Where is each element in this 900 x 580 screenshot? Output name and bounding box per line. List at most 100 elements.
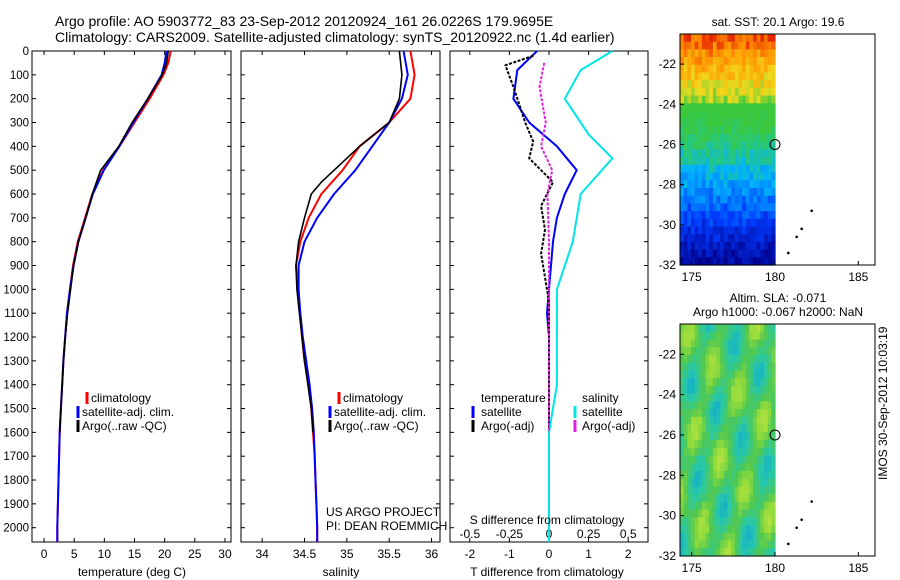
heatmap-cell (698, 172, 703, 181)
heatmap-cell (734, 401, 740, 410)
heatmap-cell (742, 180, 747, 189)
heatmap-cell (691, 87, 696, 97)
heatmap-cell (734, 532, 740, 542)
heatmap-cell (731, 494, 736, 503)
heatmap-cell (760, 525, 765, 534)
heatmap-cell (698, 141, 703, 151)
heatmap-cell (705, 188, 710, 197)
heatmap-cell (764, 234, 769, 243)
heatmap-cell (734, 517, 740, 526)
heatmap-cell (756, 64, 761, 74)
heatmap-cell (738, 378, 743, 387)
heatmap-cell (694, 370, 699, 379)
depth-tick-label: 1400 (3, 380, 29, 392)
heatmap-cell (771, 494, 776, 503)
heatmap-cell (753, 95, 758, 104)
heatmap-cell (698, 525, 703, 534)
heatmap-cell (753, 126, 758, 135)
heatmap-cell (738, 249, 743, 258)
heatmap-cell (760, 409, 765, 418)
heatmap-cell (683, 80, 688, 89)
heatmap-cell (683, 149, 688, 158)
heatmap-cell (764, 141, 769, 151)
heatmap-cell (701, 172, 707, 181)
heatmap-cell (687, 118, 692, 127)
heatmap-cell (712, 241, 718, 251)
lat-tick-label: -26 (659, 428, 677, 442)
heatmap-cell (694, 494, 699, 503)
heatmap-cell (712, 401, 718, 410)
depth-tick-label: 1100 (4, 308, 29, 320)
heatmap-cell (767, 517, 772, 526)
legend-header-temperature: temperature (481, 391, 546, 405)
sla-map-title: Altim. SLA: -0.071 (730, 291, 827, 305)
heatmap-cell (771, 218, 776, 228)
heatmap-cell (687, 103, 692, 112)
timestamp-stamp: IMOS 30-Sep-2012 10:03:19 (876, 326, 890, 480)
heatmap-cell (738, 87, 743, 97)
heatmap-cell (756, 141, 761, 151)
heatmap-cell (691, 486, 696, 495)
heatmap-cell (756, 432, 761, 441)
heatmap-cell (720, 226, 725, 235)
heatmap-cell (753, 470, 758, 480)
heatmap-cell (745, 486, 751, 495)
heatmap-cell (771, 463, 776, 472)
difference-lines (504, 50, 614, 542)
heatmap-cell (727, 118, 732, 127)
heatmap-cell (705, 64, 710, 74)
heatmap-cell (764, 463, 769, 472)
heatmap-cell (749, 432, 754, 441)
heatmap-cell (749, 195, 754, 204)
heatmap-cell (727, 393, 732, 402)
heatmap-cell (723, 540, 729, 549)
heatmap-cell (691, 49, 696, 58)
heatmap-cell (767, 111, 772, 120)
heatmap-cell (745, 424, 751, 433)
heatmap-cell (691, 548, 696, 557)
heatmap-cell (691, 218, 696, 228)
heatmap-cell (756, 424, 761, 433)
heatmap-cell (734, 249, 740, 258)
heatmap-cell (727, 180, 732, 189)
heatmap-cell (734, 347, 740, 356)
heatmap-cell (745, 478, 751, 487)
heatmap-cell (738, 447, 743, 456)
heatmap-cell (720, 234, 725, 243)
heatmap-cell (760, 324, 765, 333)
island-dot (810, 500, 813, 503)
depth-tick-label: 1500 (3, 404, 29, 416)
heatmap-cell (720, 241, 725, 251)
heatmap-cell (749, 401, 754, 410)
heatmap-cell (687, 362, 692, 371)
heatmap-cell (742, 486, 747, 495)
heatmap-cell (771, 72, 776, 81)
temperature-axes-box (31, 50, 232, 543)
heatmap-cell (764, 393, 769, 402)
heatmap-cell (723, 234, 729, 243)
heatmap-cell (764, 401, 769, 410)
heatmap-cell (734, 195, 740, 204)
heatmap-cell (723, 416, 729, 426)
heatmap-cell (753, 80, 758, 89)
heatmap-cell (727, 370, 732, 379)
heatmap-cell (771, 416, 776, 426)
heatmap-cell (687, 339, 692, 348)
heatmap-cell (756, 393, 761, 402)
heatmap-cell (720, 517, 725, 526)
heatmap-cell (764, 249, 769, 258)
heatmap-cell (705, 111, 710, 120)
heatmap-cell (712, 134, 718, 143)
heatmap-cell (694, 324, 699, 333)
heatmap-cell (723, 57, 729, 66)
heatmap-cell (698, 41, 703, 50)
heatmap-cell (698, 149, 703, 158)
heatmap-cell (723, 517, 729, 526)
salinity-panel: 34 34.5 35 35.5 36 salinity climatology sate… (240, 50, 447, 579)
heatmap-cell (723, 378, 729, 387)
heatmap-cell (756, 118, 761, 127)
heatmap-cell (709, 234, 714, 243)
heatmap-cell (764, 440, 769, 449)
heatmap-cell (680, 95, 685, 104)
heatmap-cell (727, 354, 732, 364)
